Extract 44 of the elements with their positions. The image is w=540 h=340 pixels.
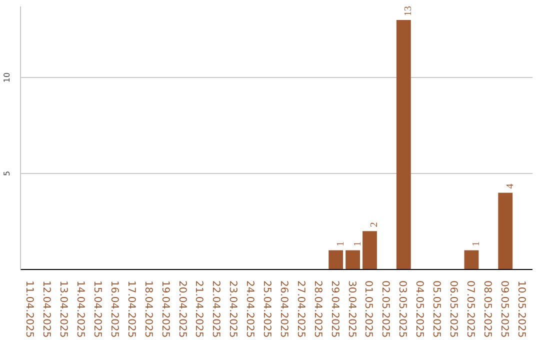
bar — [328, 250, 344, 270]
bar — [362, 231, 377, 270]
x-tick-label: 07.05.2025 — [464, 280, 476, 338]
x-tick-label: 04.05.2025 — [414, 280, 425, 338]
bar — [396, 20, 411, 270]
x-tick-label: 26.04.2025 — [278, 280, 289, 338]
x-tick-label: 02.05.2025 — [380, 280, 391, 338]
x-tick-label: 27.04.2025 — [294, 280, 306, 338]
x-tick-label: 14.04.2025 — [74, 280, 86, 338]
x-tick-label: 25.04.2025 — [261, 280, 272, 338]
x-tick-label: 05.05.2025 — [430, 280, 442, 338]
y-tick-label: 5 — [2, 170, 12, 176]
x-tick-label: 12.04.2025 — [40, 280, 52, 338]
x-tick-label: 06.05.2025 — [448, 280, 459, 338]
data-label: 4 — [504, 184, 516, 189]
y-tick-label: 10 — [2, 72, 12, 83]
x-tick-label: 24.04.2025 — [244, 280, 256, 338]
x-tick-label: 28.04.2025 — [312, 280, 323, 338]
x-tick-label: 03.05.2025 — [396, 280, 408, 338]
x-tick-label: 17.04.2025 — [125, 280, 136, 338]
data-label: 1 — [352, 241, 364, 246]
x-tick-label: 23.04.2025 — [227, 280, 238, 338]
x-tick-label: 15.04.2025 — [91, 280, 102, 338]
data-label: 2 — [369, 222, 380, 228]
bar — [498, 192, 513, 270]
data-label: 1 — [470, 241, 482, 246]
data-label: 13 — [403, 6, 414, 16]
x-tick-label: 30.04.2025 — [346, 280, 357, 338]
bar — [464, 250, 479, 270]
data-label: 1 — [335, 241, 346, 246]
x-tick-label: 09.05.2025 — [498, 280, 510, 338]
x-tick-label: 08.05.2025 — [481, 280, 492, 338]
x-tick-label: 21.04.2025 — [193, 280, 204, 338]
x-tick-label: 13.04.2025 — [58, 280, 69, 338]
x-tick-label: 11.04.2025 — [24, 280, 35, 338]
x-tick-label: 19.04.2025 — [159, 280, 170, 338]
x-tick-label: 16.04.2025 — [108, 280, 120, 338]
x-tick-label: 29.04.2025 — [328, 280, 340, 338]
x-tick-label: 01.05.2025 — [362, 280, 374, 338]
x-tick-label: 22.04.2025 — [210, 280, 222, 338]
x-tick-label: 18.04.2025 — [142, 280, 154, 338]
x-tick-label: 10.05.2025 — [515, 280, 526, 338]
bar — [346, 250, 360, 270]
x-tick-label: 20.04.2025 — [176, 280, 188, 338]
